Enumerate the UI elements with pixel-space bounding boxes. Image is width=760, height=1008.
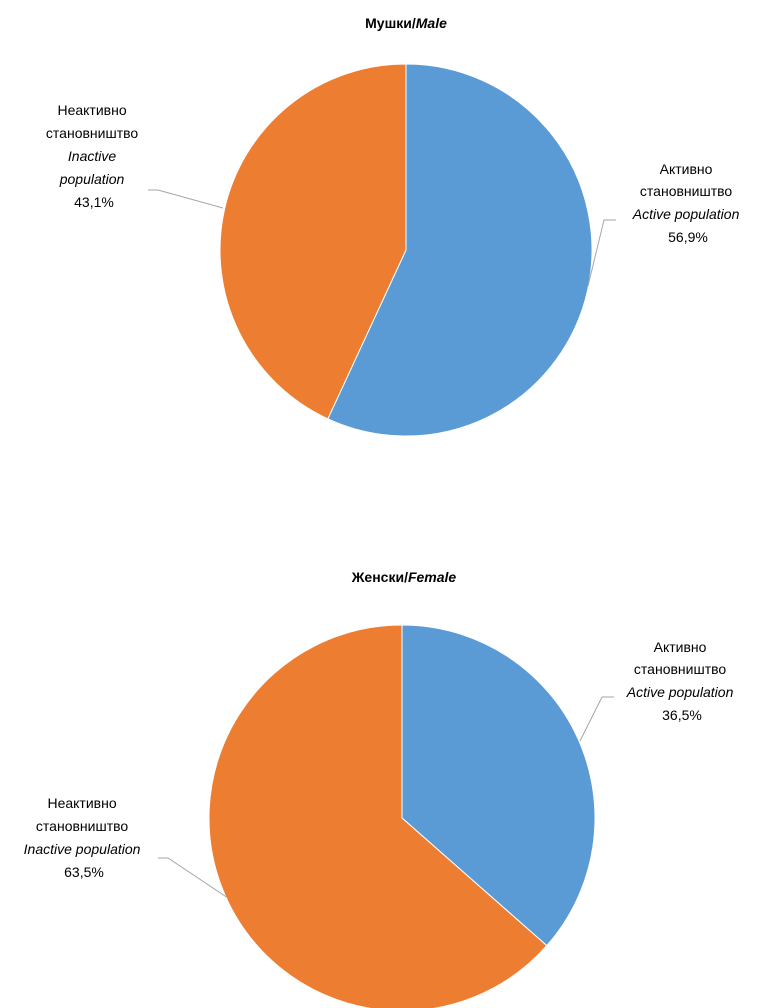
chart-female: Женски/Female Активно становништво Activ… [24,569,738,1008]
pie-slice-active [327,63,593,437]
data-label-male-active: Активно становништво Active population 5… [632,161,744,245]
data-label-female-inactive: Неактивно становништво Inactive populati… [24,795,145,880]
chart-title-male: Мушки/Male [365,15,447,31]
chart-male: Мушки/Male Активно становништво Active p… [46,15,744,437]
data-label-male-inactive: Неактивно становништво Inactive populati… [46,102,142,210]
pie-male [219,63,593,437]
pie-slice-inactive [208,624,548,1008]
leader-line-male-active [587,219,616,287]
data-label-female-active: Активно становништво Active population 3… [626,639,738,723]
chart-title-female: Женски/Female [351,569,457,585]
pie-female [208,624,596,1008]
leader-line-female-inactive [158,857,229,899]
leader-line-female-active [579,696,614,742]
leader-line-male-inactive [148,189,224,209]
pie-slice-active [401,624,596,947]
pie-slice-inactive [219,63,407,420]
